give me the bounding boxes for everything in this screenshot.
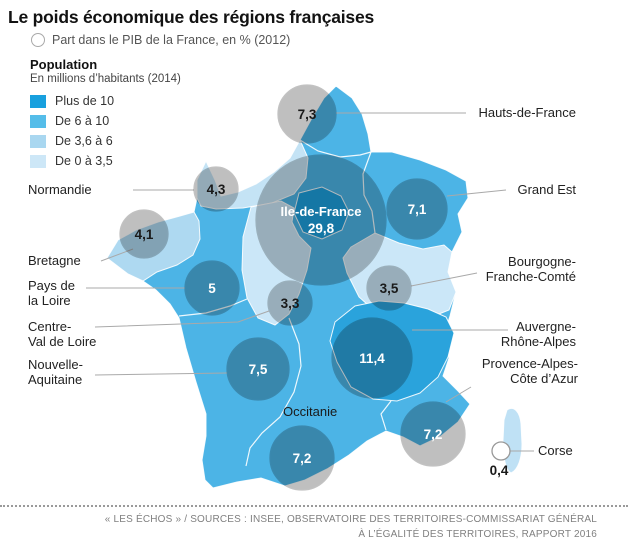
pib-circle-normandie: 4,3: [193, 166, 239, 212]
pib-circle-pays-de-la-loire: 5: [184, 260, 240, 316]
legend-item-0-a-35: De 0 à 3,5: [30, 154, 181, 168]
circle-value: 7,3: [298, 107, 317, 122]
label-nouvelle-aquitaine: Nouvelle- Aquitaine: [28, 357, 83, 387]
pib-circle-bretagne: 4,1: [119, 209, 169, 259]
pib-circle-icon: [31, 33, 45, 47]
border-nouvelle-aquitaine-occitanie: [245, 317, 302, 467]
border-occitanie-paca: [380, 400, 392, 431]
pib-circle-corse: 0,4: [490, 441, 511, 478]
circle-value: 7,2: [424, 427, 443, 442]
page-title: Le poids économique des régions français…: [8, 7, 375, 27]
pib-circle-hauts-de-france: 7,3: [277, 84, 337, 144]
label-grand-est: Grand Est: [517, 182, 576, 197]
label-centre-val-de-loire: Centre- Val de Loire: [28, 319, 97, 349]
legend-swatch-6-a-10: [30, 114, 46, 128]
circle-value: 4,1: [135, 227, 154, 242]
pib-circle-occitanie: 7,2: [269, 425, 335, 491]
label-bretagne: Bretagne: [28, 253, 81, 268]
source-line-2: À L’ÉGALITÉ DES TERRITOIRES, RAPPORT 201…: [358, 528, 597, 540]
leader-bourgogne-franche-comte: [410, 272, 478, 287]
pib-circle-centre-val-de-loire: 3,3: [267, 280, 313, 326]
circle-metric-caption: Part dans le PIB de la France, en % (201…: [31, 33, 290, 47]
population-legend: Population En millions d’habitants (2014…: [30, 57, 181, 168]
label-auvergne-rhone-alpes: Auvergne- Rhône-Alpes: [500, 319, 576, 349]
source-credit: « LES ÉCHOS » / SOURCES : INSEE, OBSERVA…: [0, 505, 628, 542]
pib-circle-grand-est: 7,1: [386, 178, 448, 240]
circle-value: 29,8: [308, 221, 335, 236]
leader-paca: [445, 386, 472, 403]
legend-item-6-a-10: De 6 à 10: [30, 114, 181, 128]
legend-swatch-0-a-35: [30, 154, 46, 168]
legend-label: De 0 à 3,5: [55, 154, 113, 168]
leader-grand-est: [446, 189, 507, 197]
circle-value: 3,3: [281, 296, 300, 311]
source-line-1: « LES ÉCHOS » / SOURCES : INSEE, OBSERVA…: [104, 514, 597, 525]
label-occitanie: Occitanie: [283, 404, 338, 419]
pib-circle-nouvelle-aquitaine: 7,5: [226, 337, 290, 401]
circle-value: 7,5: [249, 362, 268, 377]
label-bourgogne-franche-comte: Bourgogne- Franche-Comté: [485, 254, 576, 284]
legend-swatch-36-a-6: [30, 134, 46, 148]
circle-label: Ile-de-France: [281, 204, 362, 219]
legend-subtitle: En millions d’habitants (2014): [30, 73, 181, 85]
circle-value: 0,4: [490, 463, 509, 478]
border-hauts-de-france: [299, 139, 372, 158]
legend-swatch-plus-de-10: [30, 94, 46, 108]
circle-value: 3,5: [380, 281, 399, 296]
leader-nouvelle-aquitaine: [94, 372, 228, 376]
label-provence-alpes-cote-dazur: Provence-Alpes- Côte d’Azur: [481, 356, 578, 386]
pib-circle-paca: 7,2: [400, 401, 466, 467]
pib-circle-bourgogne-franche-comte: 3,5: [366, 265, 412, 311]
circle-metric-label: Part dans le PIB de la France, en % (201…: [52, 33, 291, 47]
legend-label: Plus de 10: [55, 94, 115, 108]
legend-item-36-a-6: De 3,6 à 6: [30, 134, 181, 148]
label-normandie: Normandie: [28, 182, 92, 197]
label-hauts-de-france: Hauts-de-France: [478, 105, 576, 120]
legend-label: De 6 à 10: [55, 114, 110, 128]
circle-value: 7,2: [293, 451, 312, 466]
leader-centre-val-de-loire: [94, 310, 270, 328]
legend-title: Population: [30, 57, 98, 72]
pib-circle-ile-de-france: Ile-de-France 29,8: [255, 154, 387, 286]
label-corse: Corse: [538, 443, 573, 458]
label-pays-de-la-loire: Pays de la Loire: [28, 278, 75, 308]
circle-value: 5: [208, 281, 216, 296]
circle-value: 4,3: [207, 182, 226, 197]
pib-circle-auvergne-rhone-alpes: 11,4: [331, 317, 413, 399]
legend-label: De 3,6 à 6: [55, 134, 113, 148]
legend-item-plus-de-10: Plus de 10: [30, 94, 181, 108]
circle-value: 11,4: [359, 351, 385, 366]
circle-value: 7,1: [408, 202, 427, 217]
